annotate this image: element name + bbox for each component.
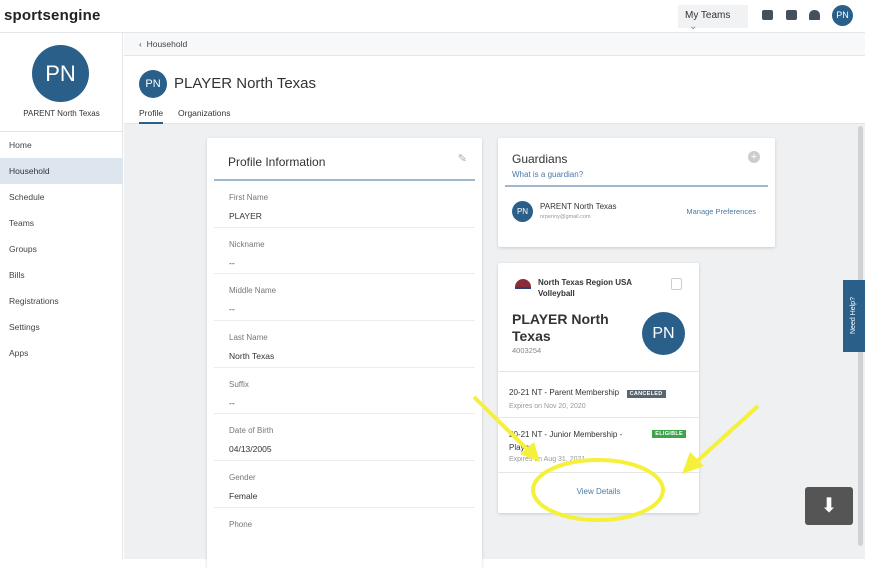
field-value: PLAYER: [229, 211, 262, 221]
sidebar-item-teams[interactable]: Teams: [9, 218, 35, 228]
page-header: PN PLAYER North Texas Profile Organizati…: [124, 56, 865, 124]
membership-expires: Expires on Aug 31, 2021: [509, 456, 586, 463]
mail-icon[interactable]: [786, 10, 797, 20]
guardians-title: Guardians: [512, 152, 568, 166]
field-phone: Phone: [214, 508, 475, 555]
field-nickname: Nickname --: [214, 228, 475, 275]
field-suffix: Suffix --: [214, 368, 475, 415]
sportsengine-logo[interactable]: sportsengine: [4, 7, 101, 24]
player-id: 4003254: [512, 346, 542, 355]
field-value: Female: [229, 491, 258, 502]
user-avatar[interactable]: PN: [832, 5, 853, 26]
field-label: Suffix: [229, 379, 249, 389]
tab-profile[interactable]: Profile: [139, 108, 164, 124]
field-value: --: [229, 397, 235, 408]
field-label: Middle Name: [229, 286, 277, 296]
status-badge: CANCELED: [626, 390, 666, 398]
annotation-arrow-left: [472, 395, 534, 456]
sidebar-item-apps[interactable]: Apps: [9, 348, 29, 358]
profile-card: Profile Information ✎ First Name PLAYER N…: [207, 138, 482, 568]
guardian-email: nrpenny@gmail.com: [540, 214, 591, 220]
status-badge: ELIGIBLE: [652, 430, 686, 438]
field-value: --: [229, 257, 235, 268]
bell-icon[interactable]: [809, 10, 820, 20]
sidebar-item-bills[interactable]: Bills: [9, 270, 25, 280]
top-bar: sportsengine My Teams ⌄ PN: [0, 0, 865, 33]
membership-expires: Expires on Nov 20, 2020: [509, 403, 586, 410]
field-middle-name: Middle Name --: [214, 274, 475, 322]
field-first-name: First Name PLAYER: [214, 181, 475, 228]
guardian-name: PARENT North Texas: [540, 202, 617, 211]
my-teams-dropdown[interactable]: My Teams ⌄: [678, 5, 748, 32]
annotation-overlay: [472, 395, 760, 522]
chevron-left-icon: ‹: [139, 39, 142, 49]
field-label: Date of Birth: [229, 426, 274, 436]
what-is-guardian-link[interactable]: What is a guardian?: [512, 170, 584, 179]
sidebar-item-settings[interactable]: Settings: [9, 322, 40, 332]
field-label: First Name: [229, 193, 269, 202]
breadcrumb[interactable]: ‹ Household: [124, 33, 865, 56]
membership-name: 20-21 NT - Junior Membership - Player: [509, 430, 623, 452]
org-name: North Texas Region USA Volleyball: [538, 278, 632, 298]
player-name: PLAYER North Texas: [512, 311, 609, 344]
annotation-circle: [531, 458, 665, 522]
manage-preferences-link[interactable]: Manage Preferences: [686, 207, 756, 216]
guardian-row: PN PARENT North Texas nrpenny@gmail.com …: [498, 187, 775, 237]
player-card-avatar: PN: [642, 312, 685, 355]
annotation-arrowhead-left: [520, 442, 540, 462]
organization-card: North Texas Region USA Volleyball PLAYER…: [498, 263, 699, 513]
player-avatar[interactable]: PN: [139, 70, 167, 98]
breadcrumb-household[interactable]: Household: [146, 39, 188, 49]
main-content: Profile Information ✎ First Name PLAYER N…: [124, 124, 865, 568]
field-last-name: Last Name North Texas: [214, 321, 475, 368]
parent-name: PARENT North Texas: [23, 109, 100, 118]
field-gender: Gender Female: [214, 461, 475, 508]
field-value: 04/13/2005: [229, 444, 272, 455]
field-label: Nickname: [229, 239, 265, 249]
field-date-of-birth: Date of Birth 04/13/2005: [214, 414, 475, 462]
sidebar-item-schedule[interactable]: Schedule: [9, 192, 45, 202]
download-button[interactable]: ⬇: [805, 487, 853, 525]
guardians-card: Guardians What is a guardian? + PN PAREN…: [498, 138, 775, 247]
need-help-tab[interactable]: Need Help?: [843, 280, 865, 352]
parent-avatar: PN: [32, 45, 89, 102]
tab-organizations[interactable]: Organizations: [178, 108, 231, 118]
sidebar: PN PARENT North Texas Home Household Sch…: [0, 33, 123, 559]
chat-icon[interactable]: [762, 10, 773, 20]
sidebar-item-registrations[interactable]: Registrations: [9, 296, 59, 306]
sidebar-item-home[interactable]: Home: [9, 140, 32, 150]
field-label: Phone: [229, 519, 253, 529]
org-logo-icon: [515, 279, 531, 289]
field-value: North Texas: [229, 351, 275, 362]
arrow-down-icon: ⬇: [820, 495, 838, 517]
annotation-arrow-right: [692, 404, 760, 466]
sidebar-item-groups[interactable]: Groups: [9, 244, 37, 254]
chevron-down-icon: ⌄: [689, 21, 698, 32]
page-title: PLAYER North Texas: [174, 75, 317, 92]
sidebar-item-household[interactable]: Household: [0, 158, 123, 184]
view-details-link[interactable]: View Details: [498, 472, 699, 513]
guardian-avatar: PN: [512, 201, 533, 222]
profile-card-title: Profile Information: [228, 155, 326, 169]
annotation-arrowhead-right: [682, 452, 704, 474]
field-label: Gender: [229, 473, 256, 483]
field-value: --: [229, 304, 235, 315]
membership-item[interactable]: 20-21 NT - Parent Membership CANCELED Ex…: [498, 371, 699, 417]
field-label: Last Name: [229, 333, 268, 343]
add-guardian-icon[interactable]: +: [748, 151, 760, 163]
my-teams-label: My Teams: [685, 10, 731, 21]
sidebar-nav: Home Household Schedule Teams Groups Bil…: [0, 131, 123, 366]
card-export-icon[interactable]: [671, 278, 682, 290]
pencil-icon[interactable]: ✎: [457, 153, 467, 165]
membership-name: 20-21 NT - Parent Membership: [509, 388, 620, 397]
membership-item[interactable]: 20-21 NT - Junior Membership - Player EL…: [498, 417, 699, 472]
